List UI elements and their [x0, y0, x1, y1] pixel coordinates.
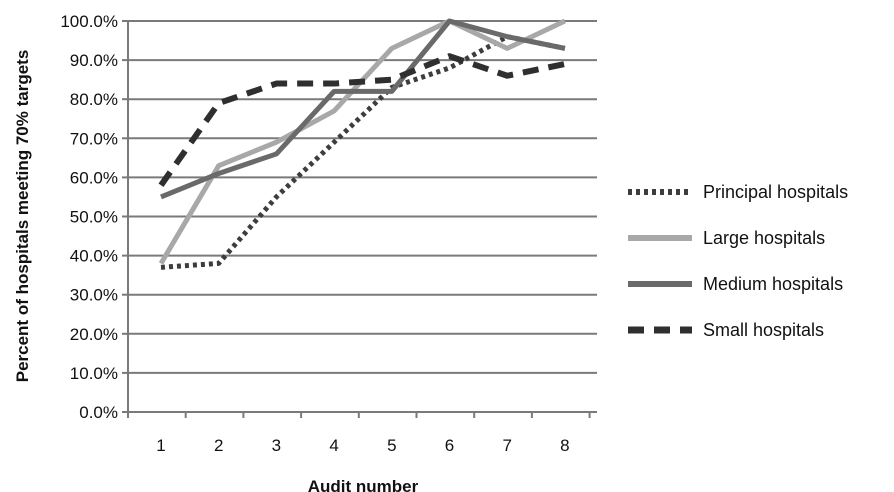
legend: Principal hospitals Large hospitals Medium… — [628, 182, 848, 340]
y-tick-label: 20.0% — [70, 325, 118, 344]
x-tick-label: 1 — [156, 436, 165, 455]
x-tick-label: 8 — [560, 436, 569, 455]
y-tick-label: 0.0% — [79, 403, 118, 422]
x-tick-label: 5 — [387, 436, 396, 455]
legend-label: Small hospitals — [703, 320, 824, 340]
series-lines — [158, 18, 566, 270]
y-tick-label: 70.0% — [70, 129, 118, 148]
x-axis-title: Audit number — [308, 477, 419, 492]
legend-label: Medium hospitals — [703, 274, 843, 294]
y-axis-title: Percent of hospitals meeting 70% targets — [13, 50, 32, 383]
series-line-principal-hospitals — [160, 34, 566, 270]
y-tick-label: 10.0% — [70, 364, 118, 383]
y-tick-label: 30.0% — [70, 286, 118, 305]
y-tick-label: 80.0% — [70, 90, 118, 109]
y-tick-label: 40.0% — [70, 247, 118, 266]
legend-label: Principal hospitals — [703, 182, 848, 202]
x-tick-label: 2 — [214, 436, 223, 455]
x-tick-label: 4 — [329, 436, 338, 455]
y-tick-label: 90.0% — [70, 51, 118, 70]
series-line-medium-hospitals — [160, 18, 566, 200]
series-line-large-hospitals — [158, 18, 566, 265]
x-tick-label: 7 — [502, 436, 511, 455]
y-tick-label: 50.0% — [70, 208, 118, 227]
legend-entry: Large hospitals — [628, 228, 825, 248]
x-tick-label: 6 — [445, 436, 454, 455]
y-tick-label: 60.0% — [70, 168, 118, 187]
y-axis-tick-labels: 0.0% 10.0% 20.0% 30.0% 40.0% 50.0% 60.0% 70.0% 8… — [60, 12, 118, 422]
x-axis-tick-labels: 1 2 3 4 5 6 7 8 — [156, 436, 569, 455]
legend-entry: Small hospitals — [628, 320, 824, 340]
legend-entry: Principal hospitals — [628, 182, 848, 202]
legend-label: Large hospitals — [703, 228, 825, 248]
axes — [122, 20, 597, 418]
series-line-small-hospitals — [158, 53, 566, 187]
x-tick-label: 3 — [272, 436, 281, 455]
y-tick-label: 100.0% — [60, 12, 118, 31]
legend-entry: Medium hospitals — [628, 274, 843, 294]
